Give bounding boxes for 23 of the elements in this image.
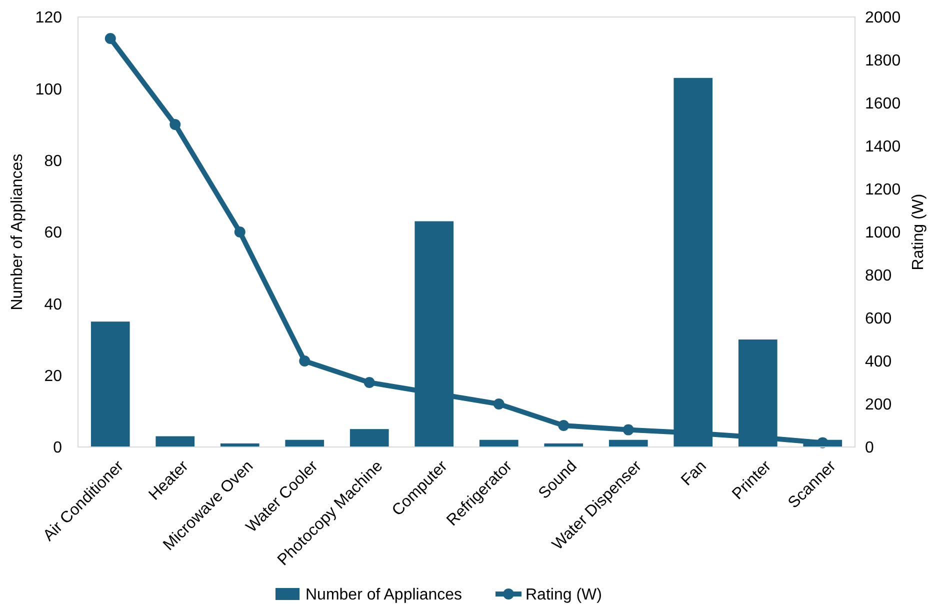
- y2-tick-label: 0: [865, 440, 874, 457]
- y2-tick-label: 600: [865, 310, 892, 328]
- y2-tick-label: 2000: [865, 10, 901, 27]
- y2-tick-label: 400: [865, 354, 892, 371]
- y2-tick-label: 1800: [865, 52, 901, 70]
- y2-tick-label: 1600: [865, 96, 901, 113]
- y-tick-label: 40: [44, 296, 62, 314]
- y-tick-label: 120: [35, 10, 62, 27]
- y-axis-title: Number of Appliances: [9, 154, 26, 310]
- y-tick-label: 100: [35, 81, 62, 98]
- y-tick-label: 80: [44, 152, 62, 170]
- y2-tick-label: 1400: [865, 138, 901, 156]
- y2-axis-title: Rating (W): [910, 194, 927, 270]
- y-tick-label: 20: [44, 368, 62, 385]
- y-tick-label: 60: [44, 224, 62, 242]
- legend-label: Rating (W): [526, 586, 602, 604]
- y-tick-label: 0: [53, 440, 62, 457]
- y2-tick-label: 1000: [865, 224, 901, 242]
- y2-tick-label: 200: [865, 396, 892, 414]
- y2-tick-label: 1200: [865, 182, 901, 199]
- legend-label: Number of Appliances: [306, 586, 462, 604]
- y2-tick-label: 800: [865, 268, 892, 285]
- x-tick-label: Fan: [678, 458, 710, 490]
